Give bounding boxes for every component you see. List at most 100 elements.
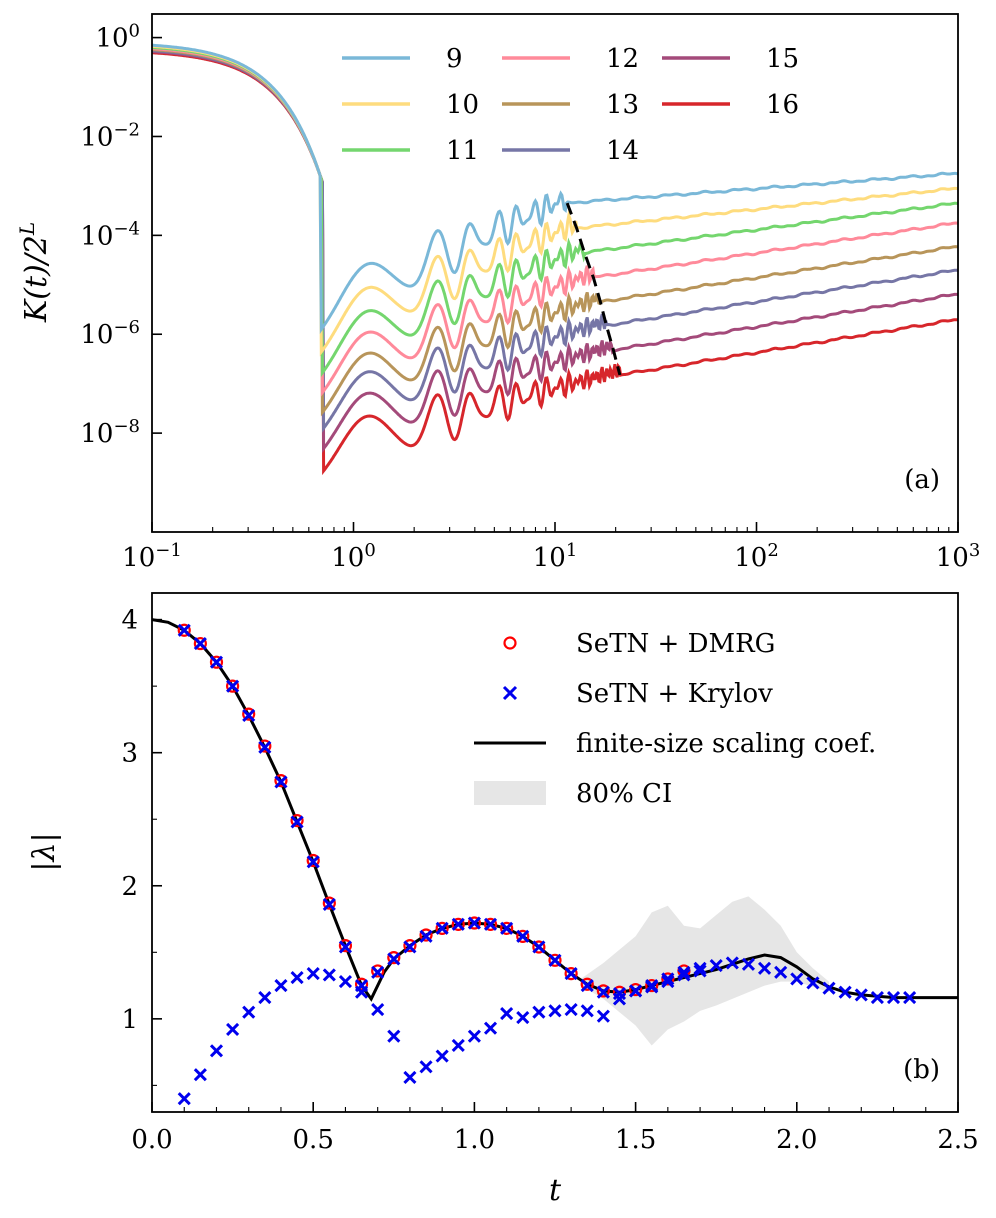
b-krylov-point: [677, 968, 691, 982]
b-krylov-point: [483, 917, 498, 931]
a-legend: 9 10 11 12 13 14 15 16: [342, 44, 799, 166]
a-legend-label-9: 9: [446, 44, 463, 74]
b-x-tick-label: 0.5: [293, 1125, 334, 1155]
b-krylov-point: [290, 971, 304, 985]
b-krylov-point: [419, 1060, 433, 1074]
b-krylov-point: [580, 979, 594, 993]
a-legend-label-12: 12: [606, 44, 639, 74]
b-y-tick-label: 4: [121, 606, 138, 636]
a-y-tick-label: 100: [95, 20, 140, 54]
b-dmrg-point: [338, 939, 353, 953]
a-y-axis-label-sup: L: [15, 222, 39, 236]
b-dmrg-point: [306, 853, 320, 868]
a-x-tick-label: 102: [734, 540, 779, 574]
b-krylov-point: [822, 981, 836, 995]
b-krylov-point: [596, 1009, 610, 1023]
b-krylov-point: [354, 985, 369, 999]
b-krylov-point: [677, 965, 691, 979]
b-x-axis-label: t: [549, 1173, 562, 1208]
b-legend-label: SeTN + Krylov: [576, 679, 773, 709]
a-series-9: [152, 43, 958, 334]
b-krylov-point: [500, 1006, 514, 1021]
b-krylov-point: [709, 959, 723, 973]
b-krylov-point: [661, 975, 675, 989]
b-krylov-point: [467, 916, 481, 930]
b-x-tick-label: 2.5: [937, 1125, 978, 1155]
b-dmrg-point: [564, 966, 578, 981]
b-fit-curve: [152, 618, 958, 1002]
b-y-tick-label: 2: [121, 872, 138, 902]
a-panel-label: (a): [904, 465, 940, 495]
b-krylov-point: [226, 1022, 240, 1037]
b-y-tick-label: 1: [121, 1005, 138, 1035]
b-krylov-point: [500, 921, 514, 935]
a-series-11: [152, 46, 958, 378]
b-krylov-point: [435, 1049, 449, 1063]
b-krylov-point: [774, 965, 788, 979]
b-krylov-point: [693, 961, 707, 975]
b-x-tick-label: 0.0: [131, 1125, 172, 1155]
b-krylov-point: [612, 992, 627, 1006]
a-y-axis-label: K(t)/2L: [15, 222, 54, 323]
b-krylov-point: [387, 952, 401, 966]
a-x-tick-label: 101: [533, 540, 578, 574]
b-krylov-point: [435, 921, 449, 935]
a-axes-frame: [151, 13, 959, 533]
b-dmrg-point: [290, 813, 304, 828]
b-krylov-point: [193, 637, 207, 651]
a-legend-label-13: 13: [606, 90, 639, 120]
b-dmrg-point: [483, 917, 498, 931]
a-x-tick-label: 103: [936, 540, 981, 574]
b-dmrg-point: [387, 951, 401, 965]
b-ticks: 0.0 0.5 1.0 1.5 2.0 2.5 1 2 3 4: [121, 606, 978, 1155]
b-krylov-point: [371, 965, 385, 979]
b-krylov-point: [467, 1029, 481, 1043]
b-panel-label: (b): [903, 1055, 940, 1085]
b-krylov-point: [838, 985, 852, 999]
b-krylov-point: [209, 655, 224, 669]
b-krylov-point: [661, 972, 675, 986]
b-y-tick-label: 3: [121, 739, 138, 769]
a-x-tick-label: 100: [331, 540, 376, 574]
b-dmrg-point: [532, 940, 546, 954]
a-series-12: [152, 47, 958, 397]
b-krylov-point: [338, 975, 353, 989]
b-dmrg-point: [226, 679, 240, 693]
b-legend-label: 80% CI: [576, 779, 672, 809]
b-krylov-point: [806, 976, 820, 990]
b-krylov-point: [242, 1005, 256, 1019]
a-legend-label-11: 11: [446, 136, 479, 166]
b-krylov-point: [870, 990, 884, 1005]
b-dmrg-point: [419, 928, 433, 942]
b-dmrg-point: [500, 921, 514, 935]
b-krylov-point: [532, 1005, 546, 1019]
b-x-tick-label: 1.5: [615, 1125, 656, 1155]
b-krylov-point: [548, 953, 562, 967]
b-krylov-point: [757, 961, 772, 975]
b-krylov-point: [580, 1004, 594, 1018]
b-krylov-point: [242, 708, 256, 722]
b-x-tick-label: 1.0: [454, 1125, 495, 1155]
b-krylov-point: [741, 957, 756, 971]
b-dmrg-point: [467, 916, 481, 930]
b-krylov-point: [226, 679, 240, 693]
b-krylov-point: [548, 1004, 562, 1018]
b-krylov-point: [306, 967, 320, 981]
b-krylov-point: [177, 623, 191, 637]
b-legend: SeTN + DMRG SeTN + Krylov finite-size scal…: [474, 629, 876, 809]
a-legend-label-16: 16: [766, 90, 799, 120]
b-krylov-point: [532, 940, 546, 954]
a-curves: [152, 43, 958, 476]
b-dmrg-point: [628, 982, 643, 997]
b-krylov-point: [177, 1092, 191, 1106]
b-krylov-point: [306, 855, 320, 869]
b-dmrg-point: [177, 623, 191, 637]
b-dmrg-point: [258, 739, 272, 753]
b-krylov-point: [274, 775, 288, 789]
b-krylov-point: [274, 979, 288, 993]
b-dmrg-point: [209, 655, 224, 669]
b-dmrg-point: [242, 707, 256, 721]
